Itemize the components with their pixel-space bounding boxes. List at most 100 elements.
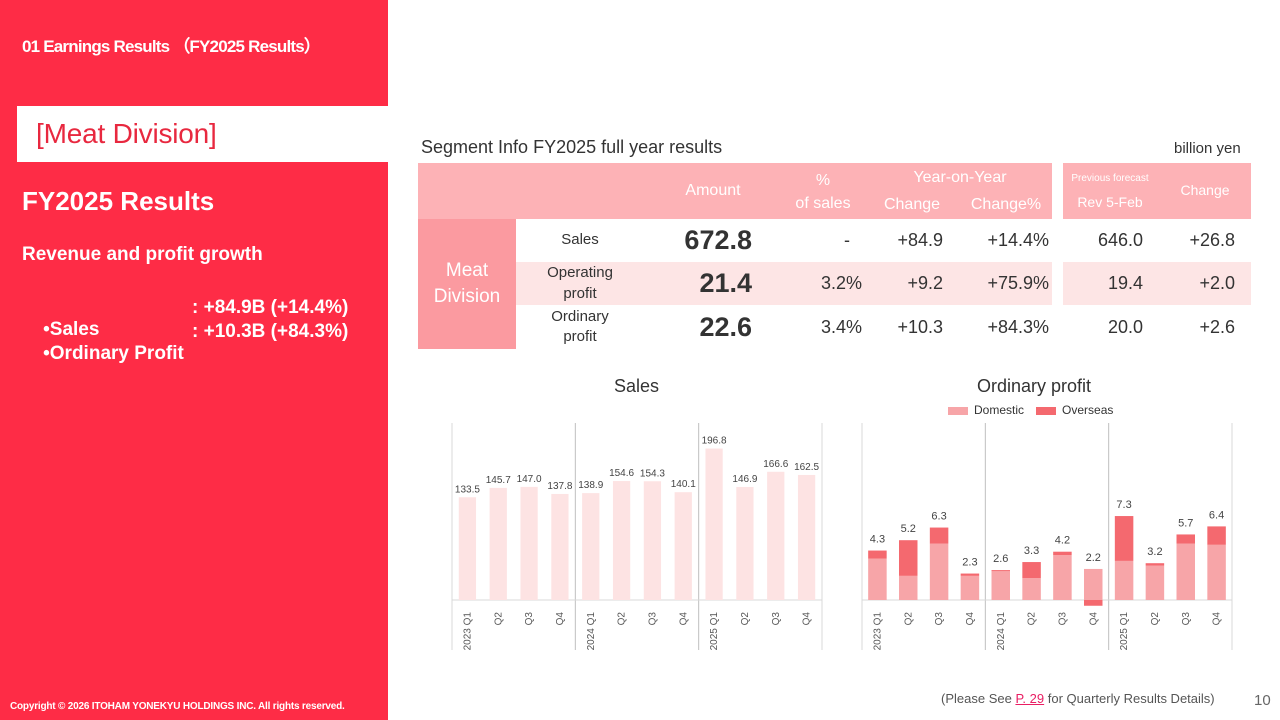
prev-forecast-header: Previous forecast	[1071, 172, 1149, 184]
profit-chart-title: Ordinary profit	[977, 376, 1092, 396]
pct-value: 3.4%	[820, 316, 862, 337]
amount-header: Amount	[685, 182, 741, 199]
sales-bar	[551, 493, 569, 600]
total-label: 5.2	[901, 523, 916, 535]
data-label: 137.8	[547, 481, 572, 492]
total-label: 5.7	[1178, 517, 1193, 529]
domestic-bar	[1022, 578, 1041, 600]
overseas-bar	[1176, 534, 1195, 544]
tick-label: Q4	[965, 612, 976, 626]
sales-chart-title: Sales	[614, 376, 660, 396]
tick-label: Q2	[1150, 612, 1161, 626]
total-label: 2.2	[1086, 552, 1101, 564]
overseas-bar	[960, 573, 980, 576]
footnote-prefix: (Please See	[941, 691, 1016, 706]
tick-label: Q3	[771, 612, 782, 626]
sales-bar	[767, 471, 785, 600]
tick-label: 2024 Q1	[586, 612, 597, 651]
tick-label: Q2	[1027, 612, 1038, 626]
sales-chart: 2023 Q1 Q2 Q3 Q4 2024 Q1 Q2 Q3 Q4 2025 Q1 Q2 Q3 Q4 1…	[451, 423, 823, 651]
total-label: 4.2	[1055, 535, 1070, 547]
tick-label: Q3	[934, 612, 945, 626]
growth-summary: Revenue and profit growth	[22, 244, 263, 265]
data-label: 146.9	[732, 474, 757, 485]
footnote-suffix: for Quarterly Results Details)	[1044, 691, 1215, 706]
tick-label: Q2	[903, 612, 914, 626]
total-label: 3.3	[1024, 545, 1039, 557]
total-label: 2.6	[993, 553, 1008, 565]
row-label-line2: profit	[563, 284, 597, 302]
domestic-bar	[991, 571, 1010, 600]
data-label: 196.8	[702, 436, 727, 447]
overseas-bar	[1053, 551, 1072, 556]
sales-bar	[458, 497, 477, 600]
pct-header-1: %	[815, 172, 831, 189]
sales-bullet: •Sales : +84.9B (+14.4%)	[22, 297, 348, 385]
overseas-bar	[1145, 563, 1165, 566]
page-link[interactable]: P. 29	[1015, 691, 1045, 706]
row-label-line1: Sales	[561, 231, 599, 249]
sales-bar	[612, 481, 631, 600]
legend-overseas: Overseas	[1036, 403, 1113, 417]
domestic-bar	[1053, 555, 1072, 600]
overseas-bar	[929, 527, 949, 544]
sales-bar	[674, 492, 692, 600]
sales-bar	[705, 448, 723, 600]
domestic-bar	[929, 543, 949, 600]
overseas-bar	[1114, 516, 1134, 561]
pct-value: 3.2%	[820, 273, 862, 293]
bullet-value: : +10.3B (+84.3%)	[192, 321, 349, 342]
forecast-change-header: Change	[1180, 182, 1230, 199]
data-label: 147.0	[517, 474, 542, 485]
pct-value: -	[844, 230, 850, 250]
forecast-header	[1063, 163, 1251, 219]
total-label: 6.3	[931, 511, 946, 523]
segment-label-line1: Meat	[445, 259, 489, 281]
forecast-change-value: +26.8	[1189, 230, 1235, 250]
tick-label: Q3	[1057, 612, 1068, 626]
segment-label: Meat Division	[418, 219, 516, 349]
forecast-value: 20.0	[1107, 316, 1143, 337]
sales-bar	[582, 493, 600, 600]
tick-label: Q2	[493, 612, 504, 626]
overseas-swatch	[1036, 406, 1057, 415]
total-label: 3.2	[1147, 546, 1162, 558]
legend-domestic: Domestic	[948, 403, 1024, 417]
change-value: +84.9	[897, 230, 943, 250]
sales-bar	[520, 486, 538, 600]
change-value: +10.3	[897, 316, 943, 337]
tick-label: Q4	[555, 612, 566, 626]
domestic-swatch	[948, 406, 968, 415]
division-title: [Meat Division]	[36, 118, 217, 149]
sales-bar	[489, 487, 507, 600]
bullet-label: •Sales	[43, 319, 100, 340]
sales-bar	[643, 481, 662, 600]
unit-label: billion yen	[1174, 140, 1241, 157]
change-pct-value: +75.9%	[987, 273, 1049, 293]
forecast-value: 19.4	[1107, 273, 1143, 293]
legend-overseas-label: Overseas	[1062, 403, 1114, 417]
tick-label: Q3	[1181, 612, 1192, 626]
total-label: 6.4	[1209, 509, 1224, 521]
amount-value: 21.4	[699, 268, 752, 298]
data-label: 133.5	[455, 484, 480, 495]
table-title: Segment Info FY2025 full year results	[421, 137, 723, 157]
tick-label: Q3	[524, 612, 535, 626]
bullet-value: : +84.9B (+14.4%)	[192, 297, 349, 318]
overseas-bar	[991, 570, 1010, 572]
overseas-bar	[1084, 600, 1103, 606]
tick-label: 2024 Q1	[996, 612, 1007, 651]
domestic-bar	[899, 575, 918, 600]
data-label: 145.7	[486, 475, 511, 486]
sales-bar	[736, 486, 754, 600]
domestic-bar	[1176, 543, 1195, 600]
domestic-bar	[1207, 544, 1226, 600]
change-pct-header: Change%	[970, 196, 1042, 213]
forecast-change-value: +2.6	[1199, 316, 1235, 337]
change-value: +9.2	[907, 273, 943, 293]
tick-label: 2023 Q1	[462, 612, 473, 651]
tick-label: Q2	[740, 612, 751, 626]
sales-bar	[797, 474, 816, 600]
domestic-bar	[960, 575, 980, 600]
row-highlight	[516, 262, 1052, 305]
